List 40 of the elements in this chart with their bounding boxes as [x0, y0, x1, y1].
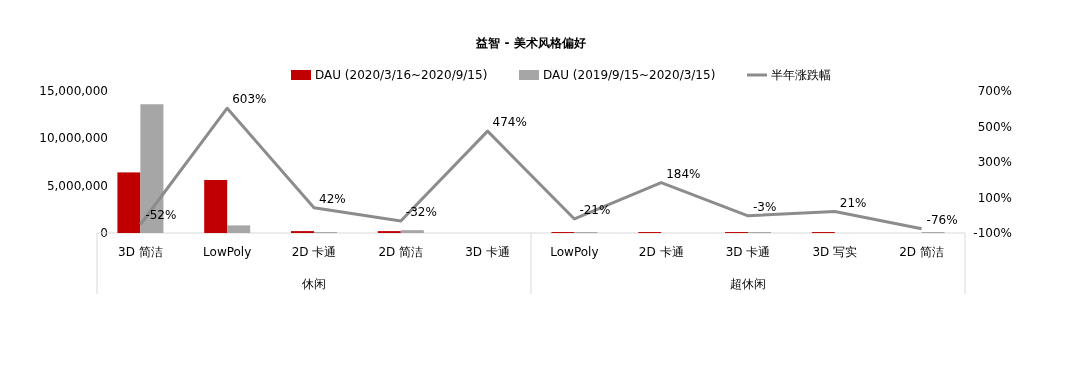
- y-tick-label: 0: [100, 226, 108, 240]
- x-tick-label: 3D 卡通: [465, 245, 510, 259]
- x-tick-label: 2D 简洁: [899, 245, 944, 259]
- bar: [400, 230, 424, 233]
- x-tick-label: 2D 简洁: [378, 245, 424, 259]
- legend-label: 半年涨跌幅: [771, 68, 831, 82]
- y2-tick-label: 500%: [977, 119, 1012, 134]
- text: 超休闲: [730, 277, 766, 291]
- data-label: 603%: [232, 92, 267, 107]
- bar: [204, 179, 228, 233]
- x-tick-label: LowPoly: [550, 245, 599, 259]
- data-label: 21%: [839, 195, 867, 210]
- y-tick-label: 15,000,000: [39, 84, 108, 98]
- legend-label: DAU (2019/9/15~2020/3/15): [543, 68, 716, 82]
- y2-tick-label: 300%: [977, 155, 1012, 169]
- x-tick-label: 3D 卡通: [725, 245, 771, 259]
- line-series: [138, 106, 924, 231]
- data-label: 474%: [492, 115, 527, 130]
- data-label: -3%: [753, 199, 777, 214]
- x-tick-label: 3D 写实: [812, 245, 858, 259]
- legend-label: DAU (2020/3/16~2020/9/15): [315, 68, 488, 82]
- data-label: -32%: [405, 204, 437, 219]
- data-label: -52%: [145, 208, 177, 223]
- text: 休闲: [302, 277, 326, 291]
- y2-tick-label: 100%: [977, 190, 1012, 205]
- x-tick-label: 2D 卡通: [291, 245, 337, 259]
- data-label: -21%: [579, 202, 611, 217]
- y2-tick-label: -100%: [973, 226, 1012, 240]
- data-label: -76%: [926, 212, 958, 227]
- data-label: 184%: [666, 166, 701, 181]
- x-tick-label: 2D 卡通: [638, 245, 684, 259]
- bar: [117, 172, 141, 233]
- x-tick-label: 3D 简洁: [118, 245, 163, 259]
- data-label: 42%: [319, 191, 346, 206]
- x-tick-label: LowPoly: [203, 245, 252, 259]
- bar: [227, 225, 251, 233]
- chart-title: 益智 - 美术风格偏好: [475, 36, 586, 50]
- y2-tick-label: 700%: [977, 84, 1012, 98]
- y-tick-label: 10,000,000: [39, 131, 108, 146]
- y-tick-label: 5,000,000: [46, 178, 108, 193]
